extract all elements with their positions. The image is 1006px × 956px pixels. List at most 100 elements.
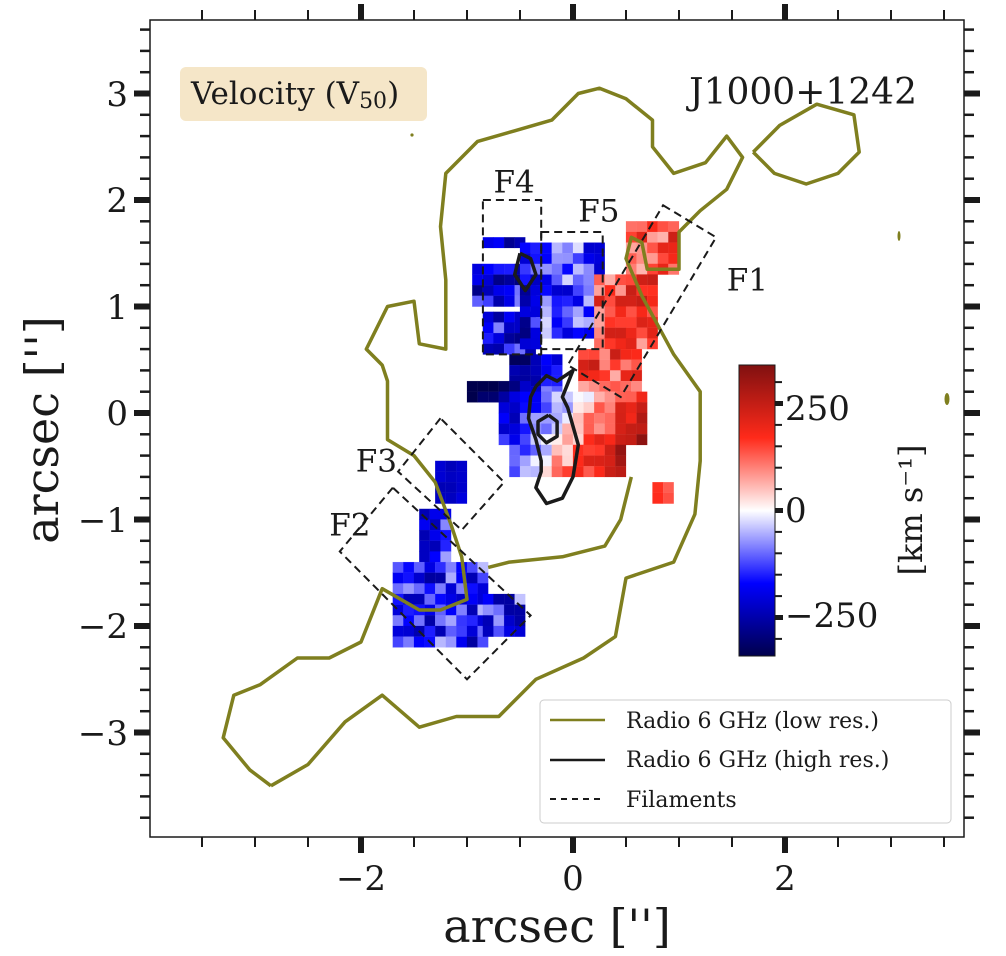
velocity-pixel xyxy=(419,519,431,531)
velocity-pixel xyxy=(493,295,505,307)
title-badge-text: Velocity (V50) xyxy=(190,76,399,114)
velocity-pixel xyxy=(509,466,521,478)
velocity-pixel xyxy=(562,242,574,254)
velocity-pixel xyxy=(498,434,510,446)
velocity-pixel xyxy=(609,370,621,382)
velocity-pixel xyxy=(572,263,584,275)
velocity-pixel xyxy=(583,317,595,329)
radio-lowres-contours xyxy=(221,86,861,788)
velocity-pixel xyxy=(392,572,404,584)
velocity-pixel xyxy=(625,285,637,297)
velocity-pixel xyxy=(456,625,468,637)
velocity-pixel xyxy=(572,253,584,265)
velocity-pixel xyxy=(572,306,584,318)
velocity-pixel xyxy=(541,242,552,254)
velocity-pixel xyxy=(514,625,526,637)
velocity-pixel xyxy=(594,434,605,446)
velocity-pixel xyxy=(562,285,574,297)
velocity-pixel xyxy=(503,237,515,249)
colorbar-ticks xyxy=(775,381,783,640)
velocity-pixel xyxy=(657,242,669,254)
filament-box-f5 xyxy=(540,231,604,351)
velocity-pixel xyxy=(615,466,627,478)
velocity-pixel xyxy=(625,316,637,328)
velocity-pixel xyxy=(541,263,552,275)
x-tick-label: −2 xyxy=(336,859,386,899)
velocity-pixel xyxy=(392,636,404,648)
velocity-pixel xyxy=(541,444,552,456)
velocity-pixel xyxy=(482,285,494,297)
velocity-pixel xyxy=(615,455,627,467)
velocity-pixel xyxy=(551,242,563,254)
velocity-pixel xyxy=(530,338,542,350)
velocity-pixel xyxy=(519,263,531,275)
colorbar-tick-label-neg250: −250 xyxy=(785,596,878,636)
velocity-pixel xyxy=(424,583,436,595)
velocity-pixel xyxy=(615,338,627,350)
velocity-pixel xyxy=(488,380,499,392)
velocity-pixel xyxy=(498,423,510,435)
x-tick-labels: −2 0 2 xyxy=(336,859,796,899)
velocity-pixel xyxy=(435,561,446,573)
velocity-pixel xyxy=(625,423,637,435)
x-tick-label: 0 xyxy=(562,859,584,899)
velocity-pixel xyxy=(435,625,446,637)
velocity-pixel xyxy=(620,359,632,371)
velocity-pixel xyxy=(636,434,648,446)
velocity-pixel xyxy=(668,221,680,233)
title-badge-bg xyxy=(180,67,427,121)
velocity-pixel xyxy=(424,615,436,627)
velocity-pixel xyxy=(551,466,563,478)
velocity-pixel xyxy=(551,317,563,329)
velocity-pixel xyxy=(466,615,478,627)
velocity-pixel xyxy=(424,593,436,605)
y-axis-label: arcsec [''] xyxy=(15,316,69,544)
velocity-pixel xyxy=(541,274,552,286)
velocity-pixel xyxy=(562,253,574,265)
title-badge: Velocity (V50) xyxy=(180,67,427,121)
velocity-pixel xyxy=(636,338,648,350)
velocity-pixel xyxy=(509,364,521,376)
velocity-pixel xyxy=(572,285,584,297)
velocity-pixel xyxy=(482,343,494,355)
velocity-pixel xyxy=(599,359,611,371)
velocity-pixel xyxy=(435,583,446,595)
radio-highres-contours xyxy=(512,251,581,506)
velocity-pixel xyxy=(647,253,658,265)
velocity-pixel xyxy=(498,380,510,392)
velocity-pixel xyxy=(472,263,484,275)
velocity-pixel xyxy=(472,285,484,297)
velocity-pixel xyxy=(615,402,627,414)
velocity-pixel xyxy=(572,327,584,339)
velocity-pixel xyxy=(403,583,415,595)
velocity-pixel xyxy=(615,444,627,456)
velocity-pixel xyxy=(519,354,531,366)
velocity-pixel xyxy=(440,540,452,552)
velocity-pixel xyxy=(578,359,590,371)
velocity-pixel xyxy=(594,423,605,435)
velocity-pixel xyxy=(519,317,531,329)
velocity-pixel xyxy=(509,391,521,403)
velocity-pixel xyxy=(466,561,478,573)
velocity-pixel xyxy=(583,423,595,435)
velocity-pixel xyxy=(482,237,494,249)
y-tick-label: 0 xyxy=(106,394,128,434)
velocity-pixel xyxy=(562,274,574,286)
velocity-pixel xyxy=(445,625,457,637)
velocity-pixel xyxy=(519,466,531,478)
velocity-pixel xyxy=(493,322,505,334)
velocity-pixel xyxy=(541,306,552,318)
velocity-pixel xyxy=(562,317,574,329)
lowres-contour-line xyxy=(487,476,633,570)
velocity-pixel xyxy=(445,583,457,595)
velocity-pixel xyxy=(625,306,637,318)
velocity-pixel xyxy=(498,402,510,414)
velocity-pixel xyxy=(541,327,552,339)
filament-box-f2 xyxy=(338,486,533,681)
velocity-pixel xyxy=(403,625,415,637)
velocity-pixel xyxy=(530,285,542,297)
velocity-pixel xyxy=(541,285,552,297)
velocity-pixel xyxy=(530,242,542,254)
y-tick-label: 2 xyxy=(106,181,128,221)
velocity-pixel xyxy=(445,572,457,584)
